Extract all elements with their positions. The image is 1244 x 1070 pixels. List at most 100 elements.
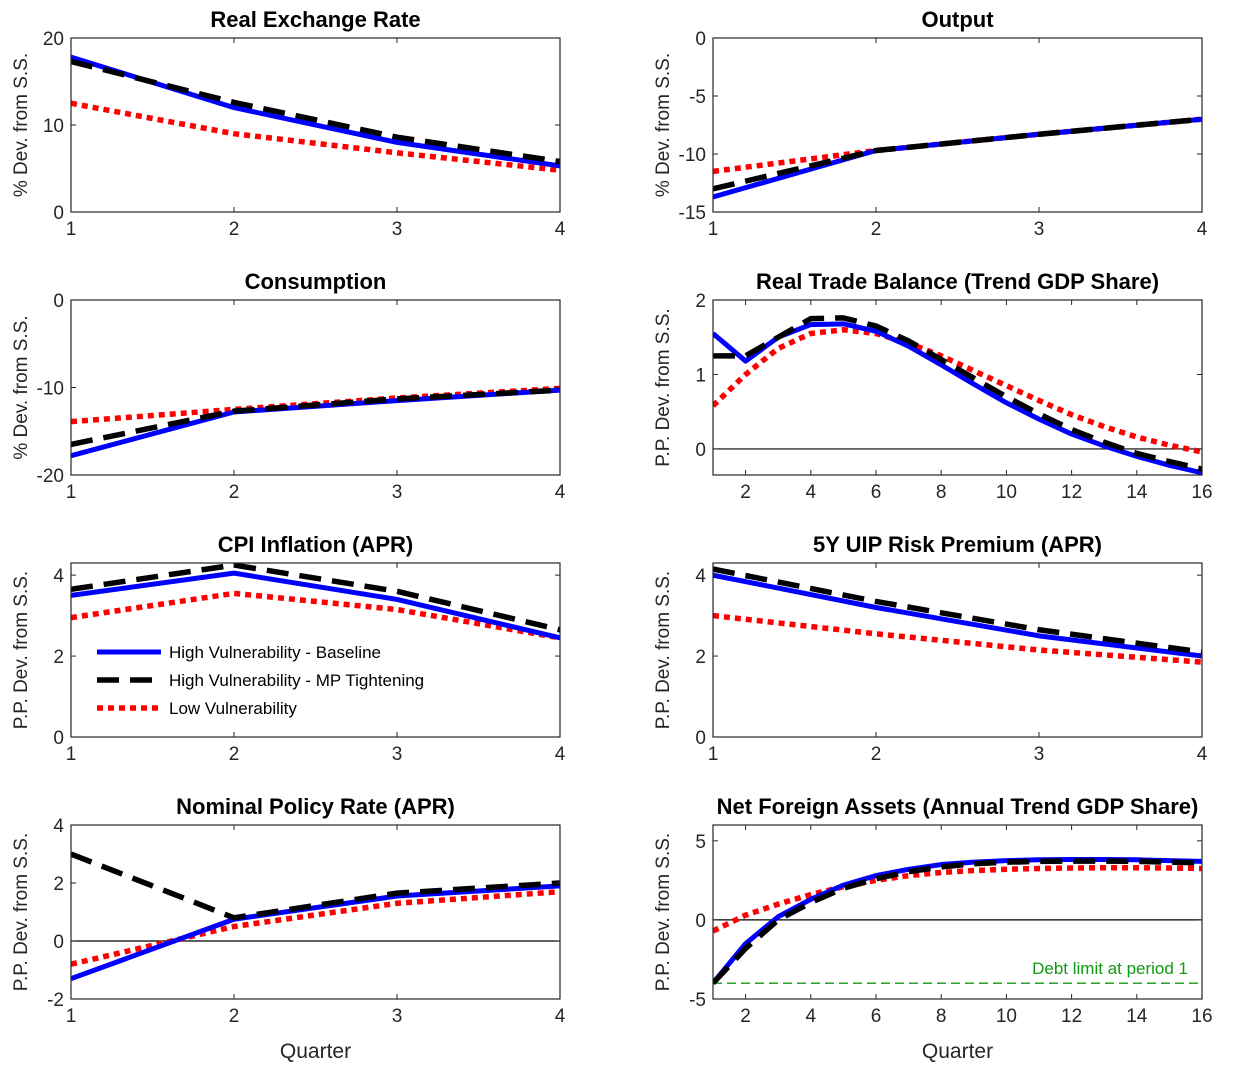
series-line-tightening [713, 116, 1202, 192]
series-line-low [713, 327, 1202, 455]
x-tick-label: 4 [1197, 744, 1208, 765]
panel-title: Nominal Policy Rate (APR) [176, 794, 455, 819]
y-tick-label: -10 [37, 379, 64, 400]
axes-box [712, 299, 1203, 476]
x-tick-label: 1 [66, 219, 77, 240]
series-layer [713, 315, 1202, 475]
panel-nfa: Net Foreign Assets (Annual Trend GDP Sha… [653, 794, 1213, 1063]
y-tick-label: -10 [679, 145, 706, 166]
series-line-tightening [713, 315, 1202, 472]
x-tick-label: 2 [229, 482, 240, 503]
y-tick-label: 0 [695, 440, 706, 461]
x-tick-label: 14 [1126, 482, 1148, 503]
series-layer [713, 566, 1202, 665]
series-line-baseline [713, 321, 1202, 475]
series-layer [71, 851, 560, 982]
x-tick-label: 1 [66, 1006, 77, 1027]
y-tick-label: 0 [53, 291, 64, 312]
y-tick-label: -2 [47, 990, 64, 1011]
series-layer [71, 563, 560, 641]
y-tick-label: 10 [43, 116, 64, 137]
x-tick-label: 4 [555, 219, 566, 240]
x-tick-label: 12 [1061, 1006, 1082, 1027]
y-tick-label: 1 [695, 365, 706, 386]
y-tick-label: 2 [695, 647, 706, 668]
axes-box [70, 562, 561, 738]
x-tick-label: 1 [66, 482, 77, 503]
y-tick-label: 2 [695, 291, 706, 312]
y-tick-label: 2 [53, 874, 64, 895]
series-line-tightening [71, 563, 560, 633]
panel-policy: Nominal Policy Rate (APR) 1 2 3 4 -2 0 2 4 P.P. D… [11, 794, 566, 1063]
series-line-tightening [713, 858, 1202, 986]
x-tick-label: 2 [871, 744, 882, 765]
legend: High Vulnerability - Baseline High Vulner… [97, 643, 424, 718]
x-tick-label: 6 [871, 482, 882, 503]
x-tick-label: 3 [392, 744, 403, 765]
y-tick-label: 20 [43, 29, 64, 50]
series-line-baseline [713, 116, 1202, 200]
series-line-low [71, 590, 560, 641]
y-axis-label: P.P. Dev. from S.S. [653, 308, 674, 466]
x-tick-label: 4 [555, 1006, 566, 1027]
x-tick-label: 10 [996, 482, 1017, 503]
x-tick-label: 8 [936, 1006, 947, 1027]
x-tick-label: 2 [740, 1006, 751, 1027]
panel-cpi: CPI Inflation (APR) 1 2 3 4 0 2 4 P.P. Dev. from… [11, 532, 566, 765]
x-tick-label: 2 [229, 744, 240, 765]
legend-label-low: Low Vulnerability [169, 699, 297, 718]
y-tick-label: -15 [679, 203, 706, 224]
y-tick-label: 4 [53, 816, 64, 837]
y-axis-label: P.P. Dev. from S.S. [11, 833, 32, 991]
y-tick-label: -5 [689, 990, 706, 1011]
panel-uip: 5Y UIP Risk Premium (APR) 1 2 3 4 0 2 4 P.P. Dev… [653, 532, 1208, 765]
y-tick-label: 0 [53, 728, 64, 749]
series-line-low [713, 864, 1202, 934]
panel-output: Output 1 2 3 4 -15 -10 -5 0 % Dev. from S.S. [653, 7, 1208, 240]
series-line-low [713, 612, 1202, 665]
panel-title: Consumption [245, 269, 387, 294]
panel-title: Real Trade Balance (Trend GDP Share) [756, 269, 1159, 294]
y-tick-label: 0 [695, 29, 706, 50]
x-tick-label: 4 [555, 482, 566, 503]
series-line-baseline [71, 387, 560, 459]
axes-box [70, 299, 561, 476]
y-axis-label: % Dev. from S.S. [11, 53, 32, 197]
panel-tb: Real Trade Balance (Trend GDP Share) 2 4 6 8… [653, 269, 1213, 503]
series-line-tightening [71, 387, 560, 448]
y-tick-label: 4 [53, 566, 64, 587]
x-tick-label: 3 [1034, 219, 1045, 240]
y-tick-label: -20 [37, 466, 64, 487]
y-axis-label: P.P. Dev. from S.S. [653, 571, 674, 729]
series-line-baseline [71, 570, 560, 641]
series-line-baseline [713, 572, 1202, 659]
x-tick-label: 2 [740, 482, 751, 503]
series-layer [71, 54, 560, 173]
panel-title: CPI Inflation (APR) [218, 532, 414, 557]
x-tick-label: 4 [806, 482, 817, 503]
x-tick-label: 3 [1034, 744, 1045, 765]
axes-box [712, 37, 1203, 213]
series-layer [713, 856, 1202, 986]
x-tick-label: 1 [708, 744, 719, 765]
panel-title: 5Y UIP Risk Premium (APR) [813, 532, 1102, 557]
debt-limit-label: Debt limit at period 1 [1032, 959, 1188, 978]
x-tick-label: 4 [1197, 219, 1208, 240]
y-tick-label: 0 [695, 728, 706, 749]
y-axis-label: % Dev. from S.S. [11, 315, 32, 459]
y-axis-label: % Dev. from S.S. [653, 53, 674, 197]
y-tick-label: 4 [695, 566, 706, 587]
axes-box [712, 824, 1203, 1000]
x-tick-label: 10 [996, 1006, 1017, 1027]
x-tick-label: 2 [871, 219, 882, 240]
x-axis-label: Quarter [922, 1040, 993, 1063]
panel-title: Net Foreign Assets (Annual Trend GDP Sha… [717, 794, 1199, 819]
x-tick-label: 3 [392, 482, 403, 503]
x-tick-label: 2 [229, 1006, 240, 1027]
series-layer [71, 385, 560, 459]
legend-label-baseline: High Vulnerability - Baseline [169, 643, 381, 662]
y-tick-label: 0 [53, 203, 64, 224]
x-tick-label: 16 [1191, 1006, 1212, 1027]
